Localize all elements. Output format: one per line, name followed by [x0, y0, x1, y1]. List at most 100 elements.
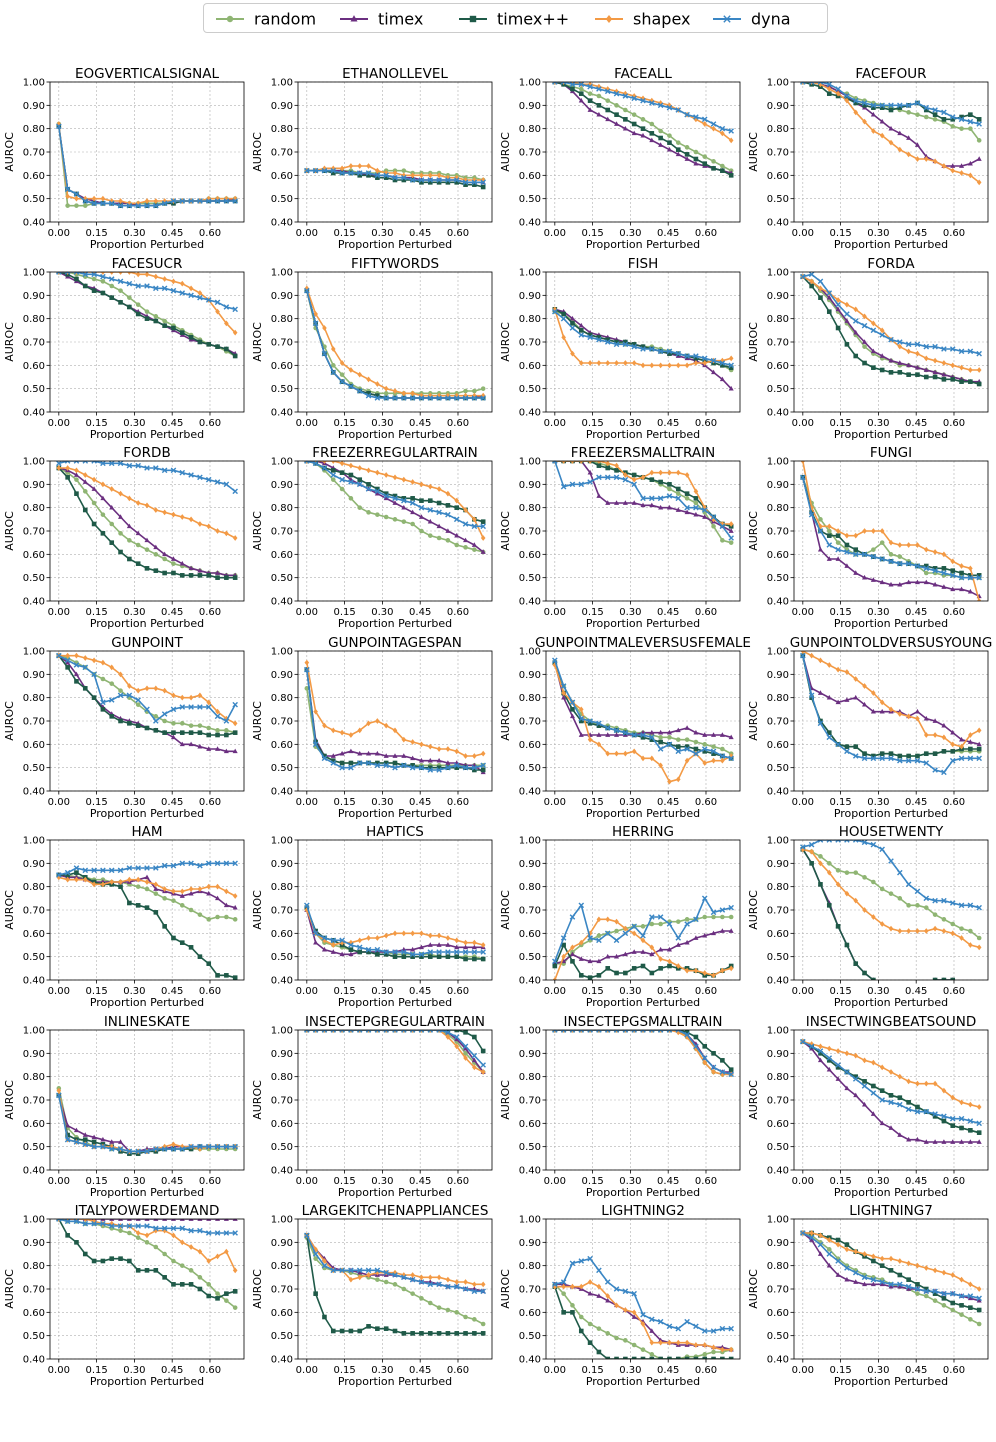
data-point-shapex — [197, 692, 203, 699]
data-point-shapex — [162, 886, 167, 892]
data-point-dyna — [304, 287, 310, 294]
data-point-timex++ — [118, 1256, 123, 1261]
data-point-dyna — [179, 1146, 186, 1152]
data-point-dyna — [427, 767, 434, 773]
data-point-shapex — [472, 1281, 477, 1288]
data-point-random — [74, 477, 79, 482]
panel-title: INSECTWINGBEATSOUND — [806, 1014, 977, 1030]
data-point-dyna — [56, 123, 62, 130]
data-point-random — [675, 140, 681, 145]
data-point-dyna — [710, 748, 717, 755]
x-tick-label: 0.00 — [296, 418, 318, 429]
data-point-dyna — [604, 725, 611, 731]
data-point-shapex — [454, 1043, 460, 1050]
series-shapex — [56, 874, 238, 899]
x-tick-label: 0.30 — [619, 1365, 641, 1376]
data-point-dyna — [427, 507, 434, 513]
data-point-random — [728, 540, 734, 545]
data-point-dyna — [879, 755, 885, 762]
data-point-dyna — [91, 461, 97, 464]
data-point-shapex — [976, 1286, 982, 1292]
data-point-random — [188, 1268, 194, 1273]
data-point-dyna — [569, 1260, 576, 1267]
data-point-timex — [357, 1269, 363, 1275]
data-point-dyna — [82, 867, 89, 874]
data-point-dyna — [445, 177, 451, 183]
data-point-shapex — [313, 708, 318, 715]
data-point-timex — [427, 942, 433, 947]
data-point-timex++ — [879, 105, 885, 110]
data-point-dyna — [409, 951, 416, 958]
data-point-timex++ — [162, 730, 167, 735]
data-point-dyna — [321, 465, 328, 471]
data-point-shapex — [91, 657, 97, 664]
data-point-timex++ — [232, 353, 238, 359]
data-point-dyna — [188, 292, 194, 299]
data-point-timex — [587, 107, 593, 112]
data-point-shapex — [215, 195, 220, 202]
data-point-shapex — [932, 357, 938, 364]
y-tick-label: 0.60 — [23, 361, 45, 372]
series-dyna — [800, 652, 982, 776]
data-point-shapex — [100, 272, 106, 275]
data-point-shapex — [118, 490, 123, 497]
data-point-shapex — [357, 727, 363, 734]
y-tick-label: 0.60 — [519, 929, 541, 940]
x-tick-label: 0.15 — [85, 1176, 107, 1187]
data-point-timex — [649, 502, 655, 508]
y-tick-label: 0.90 — [767, 291, 789, 302]
x-tick-label: 0.30 — [619, 418, 641, 429]
data-point-dyna — [649, 100, 655, 106]
data-point-dyna — [879, 332, 885, 338]
x-tick-label: 0.00 — [544, 986, 566, 997]
data-point-shapex — [480, 535, 486, 541]
data-point-dyna — [356, 760, 363, 766]
data-point-dyna — [188, 1143, 194, 1150]
data-point-timex++ — [100, 531, 106, 536]
y-tick-label: 0.40 — [23, 218, 45, 229]
data-point-timex++ — [436, 1331, 442, 1336]
data-point-dyna — [826, 542, 833, 548]
panel-gunpointmaleversusfemale: 0.00 0.15 0.30 0.45 0.600.400.500.600.700.80… — [499, 635, 751, 820]
data-point-shapex — [419, 172, 424, 179]
data-point-random — [313, 1256, 318, 1261]
data-point-dyna — [835, 301, 841, 308]
data-point-timex++ — [74, 276, 79, 282]
data-point-random — [906, 110, 911, 115]
y-axis-label: AUROC — [747, 511, 760, 551]
panel-title: ETHANOLLEVEL — [342, 66, 448, 82]
data-point-shapex — [818, 285, 823, 292]
data-point-shapex — [206, 883, 212, 890]
data-point-random — [480, 1321, 486, 1327]
data-point-shapex — [171, 888, 176, 895]
data-point-dyna — [897, 560, 903, 567]
data-point-timex++ — [728, 173, 734, 178]
x-tick-label: 0.15 — [581, 228, 603, 239]
data-point-dyna — [897, 757, 903, 764]
series-dyna — [304, 1232, 486, 1295]
data-point-dyna — [844, 748, 850, 755]
data-point-dyna — [374, 1267, 381, 1274]
y-tick-label: 0.60 — [519, 740, 541, 751]
data-point-timex++ — [728, 1356, 734, 1359]
data-point-timex++ — [357, 173, 363, 178]
y-tick-label: 0.80 — [23, 693, 45, 704]
data-point-timex++ — [171, 325, 176, 331]
y-tick-label: 0.80 — [519, 693, 541, 704]
y-tick-label: 0.90 — [767, 1238, 789, 1249]
data-point-dyna — [91, 1143, 97, 1150]
data-point-timex++ — [649, 131, 655, 136]
y-tick-label: 1.00 — [23, 647, 45, 658]
data-point-random — [950, 921, 956, 927]
data-point-timex++ — [65, 872, 70, 878]
data-point-random — [197, 1275, 203, 1280]
data-point-dyna — [958, 1115, 965, 1122]
data-point-dyna — [817, 720, 824, 727]
data-point-dyna — [905, 1106, 912, 1113]
panel-grid — [50, 839, 244, 981]
data-point-shapex — [383, 722, 389, 729]
data-point-dyna — [401, 949, 407, 955]
data-point-timex++ — [162, 570, 167, 576]
data-point-shapex — [472, 1064, 477, 1071]
data-point-dyna — [205, 1230, 212, 1236]
